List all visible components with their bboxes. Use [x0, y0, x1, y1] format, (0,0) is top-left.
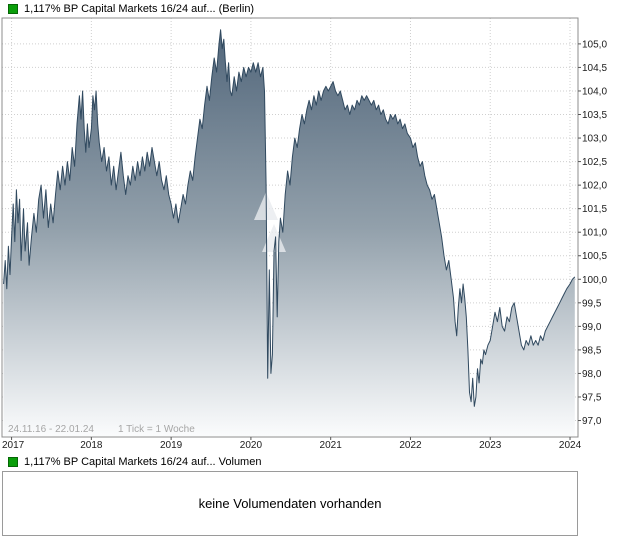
- price-line: [3, 29, 576, 407]
- svg-text:100,0: 100,0: [582, 275, 607, 286]
- svg-text:98,5: 98,5: [582, 345, 602, 356]
- series-color-swatch: [8, 4, 18, 14]
- plot-frame: [1, 17, 579, 438]
- svg-text:100,5: 100,5: [582, 251, 607, 262]
- volume-color-swatch: [8, 457, 18, 467]
- svg-text:97,0: 97,0: [582, 416, 602, 427]
- svg-text:2019: 2019: [160, 440, 183, 451]
- svg-text:101,5: 101,5: [582, 204, 607, 215]
- volume-series-legend: 1,117% BP Capital Markets 16/24 auf... V…: [8, 456, 261, 468]
- price-series-label: 1,117% BP Capital Markets 16/24 auf... (…: [24, 3, 255, 15]
- svg-text:2021: 2021: [320, 440, 343, 451]
- svg-text:104,0: 104,0: [582, 86, 607, 97]
- svg-text:2017: 2017: [2, 440, 25, 451]
- svg-text:103,0: 103,0: [582, 134, 607, 145]
- svg-text:103,5: 103,5: [582, 110, 607, 121]
- svg-text:24.11.16 - 22.01.24: 24.11.16 - 22.01.24: [8, 424, 94, 435]
- svg-text:105,0: 105,0: [582, 39, 607, 50]
- svg-text:99,0: 99,0: [582, 322, 602, 333]
- x-axis-labels: 2017 2018 2019 2020 2021 2022 2023 2024: [2, 437, 582, 451]
- svg-text:101,0: 101,0: [582, 228, 607, 239]
- svg-text:2018: 2018: [80, 440, 103, 451]
- svg-text:2023: 2023: [479, 440, 502, 451]
- y-axis-labels: 105,0 104,5 104,0 103,5 103,0 102,5 102,0 101,5…: [578, 39, 607, 427]
- svg-text:2024: 2024: [559, 440, 582, 451]
- volume-panel: keine Volumendaten vorhanden: [2, 471, 578, 536]
- svg-text:1 Tick = 1 Woche: 1 Tick = 1 Woche: [118, 424, 195, 435]
- svg-text:2020: 2020: [240, 440, 263, 451]
- price-series: [3, 29, 576, 437]
- price-area: [3, 29, 575, 437]
- price-series-legend: 1,117% BP Capital Markets 16/24 auf... (…: [8, 3, 254, 15]
- svg-text:102,5: 102,5: [582, 157, 607, 168]
- svg-text:99,5: 99,5: [582, 298, 602, 309]
- volume-series-label: 1,117% BP Capital Markets 16/24 auf... V…: [24, 456, 262, 468]
- svg-text:104,5: 104,5: [582, 63, 607, 74]
- no-volume-message: keine Volumendaten vorhanden: [198, 496, 382, 511]
- chart-footer: 24.11.16 - 22.01.24 1 Tick = 1 Woche: [8, 424, 195, 435]
- svg-text:97,5: 97,5: [582, 392, 602, 403]
- svg-text:98,0: 98,0: [582, 369, 602, 380]
- svg-text:2022: 2022: [399, 440, 422, 451]
- price-chart-canvas: 105,0 104,5 104,0 103,5 103,0 102,5 102,0 101,5…: [1, 17, 607, 451]
- svg-text:102,0: 102,0: [582, 181, 607, 192]
